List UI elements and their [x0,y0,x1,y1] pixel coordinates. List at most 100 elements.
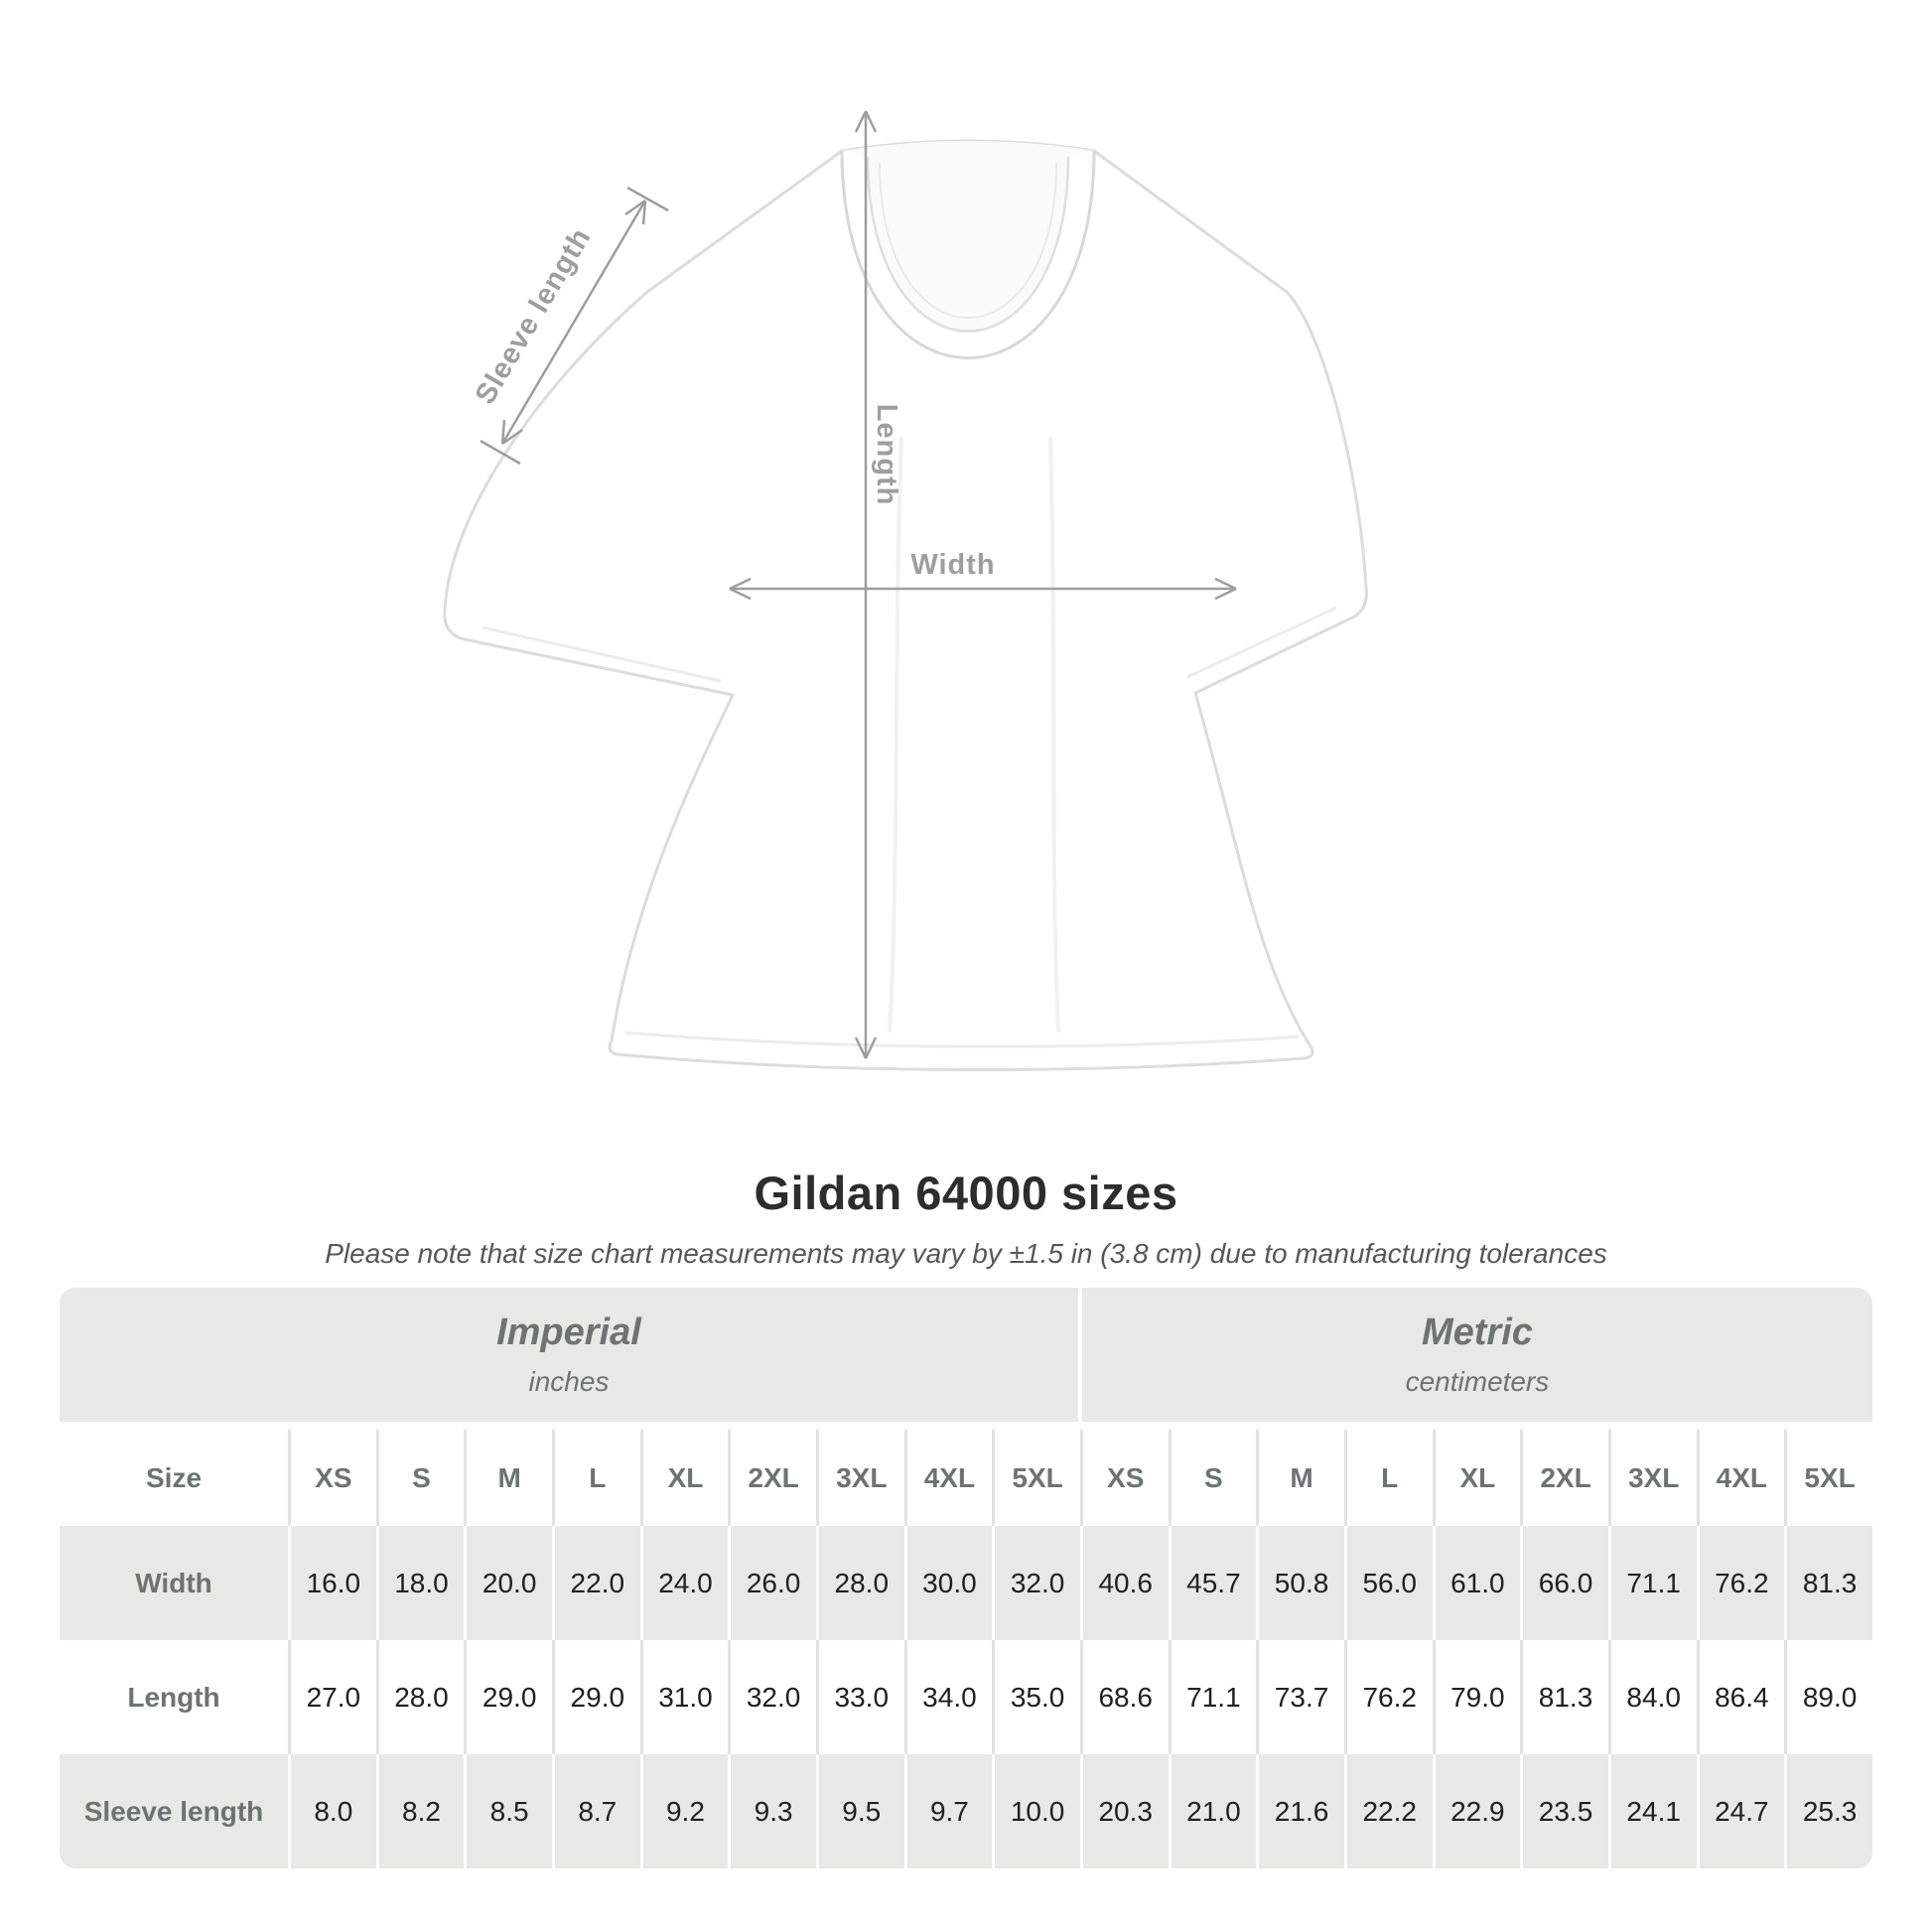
table-body: Width 16.0 18.0 20.0 22.0 24.0 26.0 28.0 30.0 32.… [60,1526,1872,1868]
table-row-length: Length 27.0 28.0 29.0 29.0 31.0 32.0 33.0 34.0 35… [60,1640,1872,1754]
cell-sleeve-length-imperial-xs: 8.0 [288,1754,376,1868]
size-header-imperial-xl: XL [639,1430,729,1526]
cell-length-imperial-l: 29.0 [551,1640,640,1754]
cell-length-imperial-m: 29.0 [464,1640,552,1754]
sleeve-length-dimension [480,186,669,466]
cell-width-metric-m: 50.8 [1256,1526,1344,1640]
cell-sleeve-length-metric-5xl: 25.3 [1784,1754,1872,1868]
cell-width-metric-xl: 61.0 [1432,1526,1521,1640]
table-head: Imperial inches Metric centimeters Size XS S M L… [60,1288,1872,1526]
cell-length-metric-4xl: 86.4 [1696,1640,1785,1754]
cell-sleeve-length-imperial-5xl: 10.0 [992,1754,1080,1868]
unit-subtitle: inches [528,1366,610,1397]
sleeve-length-end-tick-top [626,186,669,212]
cell-length-imperial-xs: 27.0 [288,1640,376,1754]
tshirt-illustration: Sleeve length Length Width [443,110,1368,1072]
cell-sleeve-length-metric-xs: 20.3 [1079,1754,1169,1868]
cell-sleeve-length-metric-l: 22.2 [1343,1754,1433,1868]
table-row-sleeve-length: Sleeve length 8.0 8.2 8.5 8.7 9.2 9.3 9.5 9.7 10.… [60,1754,1872,1868]
size-header-metric-l: L [1343,1430,1433,1526]
cuff-stitch-left [482,625,722,683]
fabric-crease-right [1048,436,1060,1034]
unit-header-metric: Metric centimeters [1079,1288,1872,1430]
cell-sleeve-length-metric-2xl: 23.5 [1520,1754,1608,1868]
size-header-metric-s: S [1168,1430,1257,1526]
length-label: Length [871,404,902,506]
unit-name: Metric [1421,1311,1533,1353]
cell-sleeve-length-imperial-3xl: 9.5 [815,1754,904,1868]
unit-name: Imperial [496,1311,641,1353]
collar-stitch-line [879,162,1057,319]
sleeve-length-end-tick-bottom [480,439,521,466]
cell-width-metric-xs: 40.6 [1079,1526,1169,1640]
size-header-imperial-xs: XS [288,1430,376,1526]
cell-width-imperial-xs: 16.0 [288,1526,376,1640]
cell-width-metric-s: 45.7 [1168,1526,1257,1640]
cell-width-imperial-l: 22.0 [551,1526,640,1640]
cell-width-imperial-5xl: 32.0 [992,1526,1080,1640]
cell-length-metric-2xl: 81.3 [1520,1640,1608,1754]
cell-width-imperial-3xl: 28.0 [815,1526,904,1640]
cell-length-imperial-xl: 31.0 [639,1640,729,1754]
cell-length-metric-xs: 68.6 [1079,1640,1169,1754]
size-header-metric-xs: XS [1079,1430,1169,1526]
cell-width-metric-2xl: 66.0 [1520,1526,1608,1640]
cell-sleeve-length-imperial-l: 8.7 [551,1754,640,1868]
cell-width-imperial-m: 20.0 [464,1526,552,1640]
cell-length-imperial-s: 28.0 [375,1640,465,1754]
cell-width-metric-3xl: 71.1 [1607,1526,1697,1640]
cell-sleeve-length-metric-3xl: 24.1 [1607,1754,1697,1868]
cell-length-metric-3xl: 84.0 [1607,1640,1697,1754]
size-header-imperial-5xl: 5XL [992,1430,1080,1526]
cell-sleeve-length-metric-4xl: 24.7 [1696,1754,1785,1868]
size-header-imperial-3xl: 3XL [815,1430,904,1526]
cell-sleeve-length-imperial-4xl: 9.7 [903,1754,993,1868]
cell-width-metric-4xl: 76.2 [1696,1526,1785,1640]
row-label-sleeve-length: Sleeve length [60,1754,288,1868]
fabric-crease-left [888,436,903,1034]
cell-width-metric-5xl: 81.3 [1784,1526,1872,1640]
table-row-width: Width 16.0 18.0 20.0 22.0 24.0 26.0 28.0 30.0 32.… [60,1526,1872,1640]
neck-opening [842,141,1094,332]
tshirt-size-diagram: Sleeve length Length Width [443,110,1368,1072]
cell-sleeve-length-imperial-m: 8.5 [464,1754,552,1868]
unit-subtitle: centimeters [1405,1366,1550,1397]
size-header-metric-5xl: 5XL [1784,1430,1872,1526]
width-label: Width [910,549,995,581]
cuff-stitch-right [1186,606,1337,679]
collar-outer-line [840,150,1096,359]
cell-sleeve-length-imperial-xl: 9.2 [639,1754,729,1868]
cell-length-metric-s: 71.1 [1168,1640,1257,1754]
cell-width-imperial-2xl: 26.0 [728,1526,816,1640]
width-arrow [729,577,1237,601]
size-chart-table: Imperial inches Metric centimeters Size XS S M L… [60,1288,1872,1868]
cell-sleeve-length-imperial-2xl: 9.3 [728,1754,816,1868]
cell-length-metric-xl: 79.0 [1432,1640,1521,1754]
size-header-imperial-4xl: 4XL [903,1430,993,1526]
size-header-metric-4xl: 4XL [1696,1430,1785,1526]
cell-length-imperial-4xl: 34.0 [903,1640,993,1754]
size-header-imperial-m: M [464,1430,552,1526]
cell-length-metric-m: 73.7 [1256,1640,1344,1754]
width-dimension [729,577,1237,601]
cell-sleeve-length-imperial-s: 8.2 [375,1754,465,1868]
unit-header-row: Imperial inches Metric centimeters [60,1288,1872,1430]
page-title: Gildan 64000 sizes [754,1167,1178,1219]
page-subtitle: Please note that size chart measurements… [325,1238,1607,1269]
hem-stitch-line [624,1031,1300,1048]
cell-width-metric-l: 56.0 [1343,1526,1433,1640]
size-header-row: Size XS S M L XL 2XL 3XL 4XL 5XL XS S M L XL 2XL 3XL 4XL 5… [60,1430,1872,1526]
cell-width-imperial-s: 18.0 [375,1526,465,1640]
cell-sleeve-length-metric-xl: 22.9 [1432,1754,1521,1868]
sleeve-length-arrow [500,199,647,446]
size-header-metric-2xl: 2XL [1520,1430,1608,1526]
unit-header-imperial: Imperial inches [60,1288,1080,1430]
cell-length-metric-l: 76.2 [1343,1640,1433,1754]
cell-sleeve-length-metric-s: 21.0 [1168,1754,1257,1868]
cell-width-imperial-xl: 24.0 [639,1526,729,1640]
size-corner-header: Size [60,1430,288,1526]
length-dimension [854,110,878,1059]
length-arrow [854,110,878,1059]
size-header-imperial-2xl: 2XL [728,1430,816,1526]
